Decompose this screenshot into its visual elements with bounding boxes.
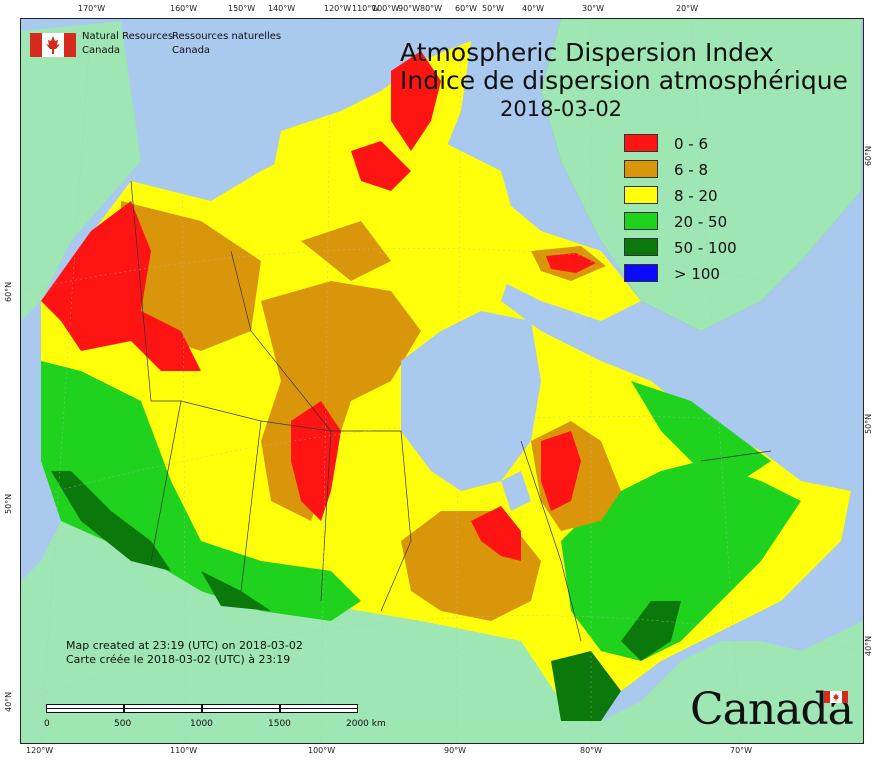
lon-label-bottom: 120°W xyxy=(26,746,54,755)
creation-note-fr: Carte créée le 2018-03-02 (UTC) à 23:19 xyxy=(66,653,291,666)
arctic-red-zone xyxy=(351,141,411,191)
usa-landmass xyxy=(21,521,863,743)
lon-label-bottom: 110°W xyxy=(170,746,198,755)
map-canvas xyxy=(21,19,863,743)
arctic-orange-zone xyxy=(301,221,391,281)
creation-notes: Map created at 23:19 (UTC) on 2018-03-02… xyxy=(66,639,303,667)
lat-label-left: 60°N xyxy=(4,281,13,302)
legend-item: 8 - 20 xyxy=(624,186,744,212)
legend-swatch xyxy=(624,212,658,230)
lon-label-top: 100°W xyxy=(372,4,400,13)
graticule xyxy=(21,19,863,743)
scale-tick-label: 2000 km xyxy=(346,719,386,729)
agency-name-en: Natural Resources Canada xyxy=(82,30,173,58)
lon-label-top: 30°W xyxy=(582,4,605,13)
lat-label-left: 40°N xyxy=(4,691,13,712)
lon-label-top: 150°W xyxy=(228,4,256,13)
lat-label-right: 50°N xyxy=(864,413,873,434)
agency-en-line2: Canada xyxy=(82,45,121,56)
lon-label-top: 110°W xyxy=(352,4,380,13)
quebec-red-zone xyxy=(541,431,581,511)
legend-item: 6 - 8 xyxy=(624,160,744,186)
lon-label-top: 90°W xyxy=(398,4,421,13)
alaska-landmass xyxy=(21,21,141,321)
hudson-bay xyxy=(401,311,541,491)
lon-label-top: 140°W xyxy=(268,4,296,13)
manitoba-red-zone xyxy=(291,401,341,521)
lon-label-bottom: 70°W xyxy=(730,746,753,755)
lon-label-bottom: 90°W xyxy=(444,746,467,755)
map-title-en: Atmospheric Dispersion Index xyxy=(400,38,774,67)
legend-label: 50 - 100 xyxy=(674,239,737,257)
ellesmere-red-zone xyxy=(391,51,441,151)
canada-flag-icon xyxy=(824,691,848,703)
ontario-darkgreen-zone xyxy=(551,651,621,721)
legend-label: 0 - 6 xyxy=(674,135,709,153)
lon-label-top: 50°W xyxy=(482,4,505,13)
bc-green-zone xyxy=(41,361,361,621)
legend-swatch xyxy=(624,238,658,256)
scale-tick-label: 0 xyxy=(44,719,50,729)
legend-label: 20 - 50 xyxy=(674,213,728,231)
lon-label-top: 20°W xyxy=(676,4,699,13)
lat-label-right: 40°N xyxy=(864,635,873,656)
bc-darkgreen-zone xyxy=(51,471,171,571)
agency-fr-line1: Ressources naturelles xyxy=(172,31,282,42)
ontario-red-zone xyxy=(471,506,521,561)
lon-label-top: 160°W xyxy=(170,4,198,13)
east-green-zone xyxy=(561,461,801,661)
agency-fr-line2: Canada xyxy=(172,45,211,56)
yukon-red-zone xyxy=(41,201,201,371)
agency-en-line1: Natural Resources xyxy=(82,31,174,42)
legend-item: 50 - 100 xyxy=(624,238,744,264)
creation-note-en: Map created at 23:19 (UTC) on 2018-03-02 xyxy=(66,639,303,652)
map-date: 2018-03-02 xyxy=(500,97,623,121)
legend-swatch xyxy=(624,134,658,152)
legend-swatch xyxy=(624,160,658,178)
lon-label-bottom: 100°W xyxy=(308,746,336,755)
quebec-darkgreen-zone xyxy=(621,601,681,661)
legend-swatch xyxy=(624,186,658,204)
james-bay xyxy=(501,471,531,511)
lon-label-bottom: 80°W xyxy=(580,746,603,755)
lon-label-top: 60°W xyxy=(455,4,478,13)
legend: 0 - 6 6 - 8 8 - 20 20 - 50 50 - 100 > 10… xyxy=(624,134,744,290)
lat-label-right: 60°N xyxy=(864,145,873,166)
greenland-landmass xyxy=(540,19,862,332)
legend-item: 0 - 6 xyxy=(624,134,744,160)
lon-label-top: 40°W xyxy=(522,4,545,13)
agency-name-fr: Ressources naturelles Canada xyxy=(172,30,281,58)
lat-label-left: 50°N xyxy=(4,493,13,514)
lon-label-top: 80°W xyxy=(420,4,443,13)
canada-flag-icon xyxy=(30,33,76,57)
lon-label-top: 120°W xyxy=(324,4,352,13)
legend-item: 20 - 50 xyxy=(624,212,744,238)
alberta-darkgreen-zone xyxy=(201,571,271,611)
scale-tick-label: 500 xyxy=(114,719,132,729)
scale-tick-label: 1500 xyxy=(268,719,291,729)
legend-item: > 100 xyxy=(624,264,744,290)
legend-label: > 100 xyxy=(674,265,720,283)
legend-label: 6 - 8 xyxy=(674,161,709,179)
scale-tick-label: 1000 xyxy=(190,719,213,729)
yukon-orange-zone xyxy=(121,201,261,351)
dispersion-map xyxy=(20,18,864,744)
scale-midline xyxy=(46,708,358,709)
legend-swatch xyxy=(624,264,658,282)
legend-label: 8 - 20 xyxy=(674,187,718,205)
baffin-red-zone xyxy=(546,253,596,273)
map-title-fr: Indice de dispersion atmosphérique xyxy=(400,66,848,95)
lon-label-top: 170°W xyxy=(78,4,106,13)
province-boundaries xyxy=(130,180,772,642)
